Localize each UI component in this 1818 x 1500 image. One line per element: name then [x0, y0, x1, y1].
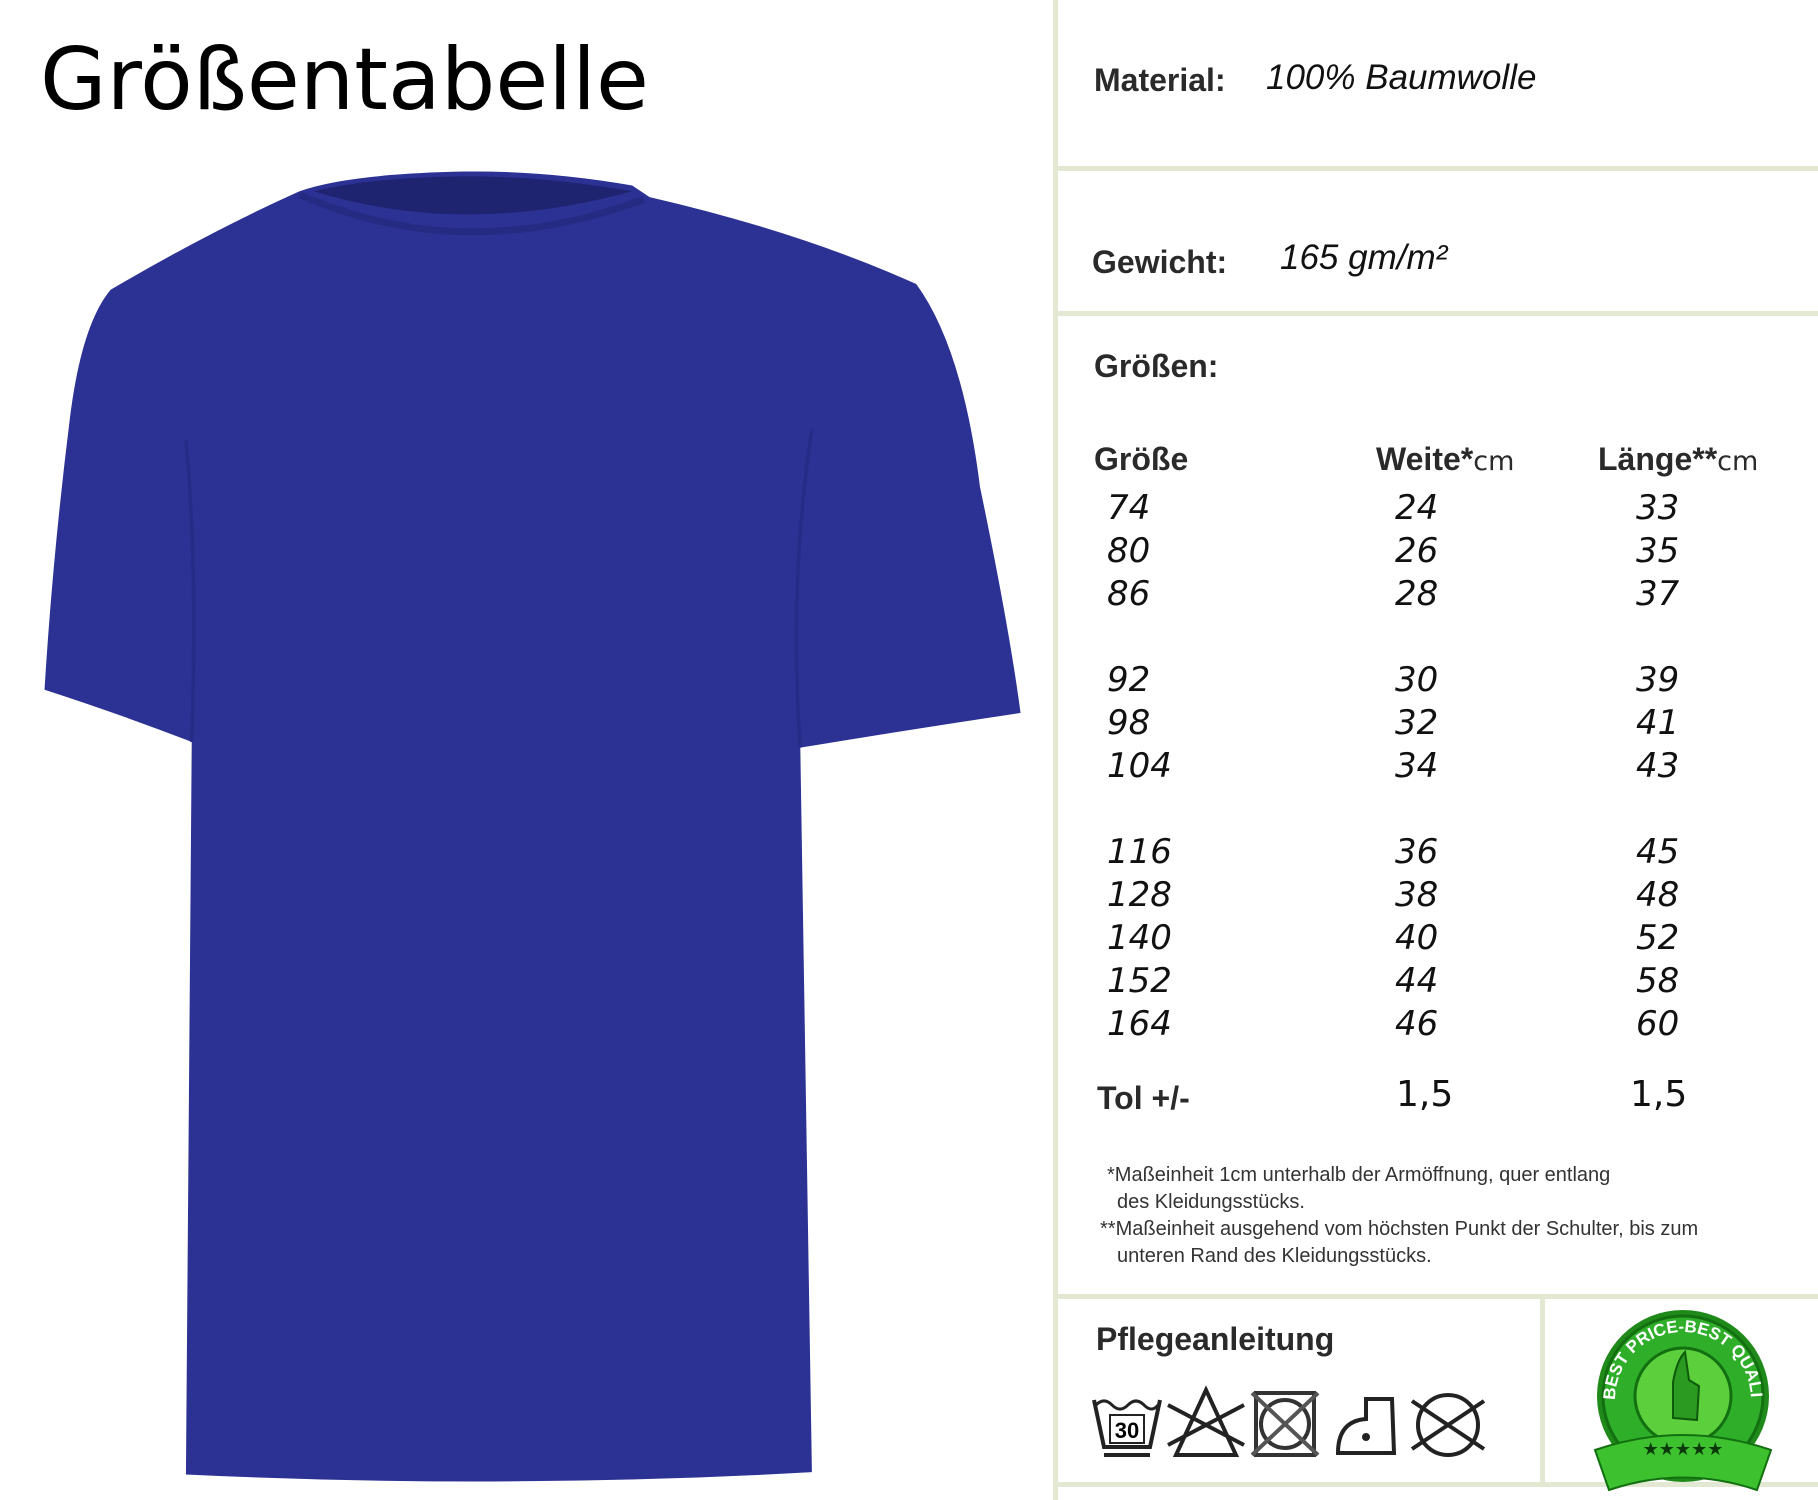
- footnote: des Kleidungsstücks.: [1117, 1191, 1305, 1213]
- cell-length: 48: [1636, 875, 1680, 915]
- sizes-label: Größen:: [1094, 348, 1219, 384]
- header-size: Größe: [1094, 441, 1188, 478]
- weight-value: 165 gm/m²: [1280, 238, 1448, 277]
- material-label: Material:: [1094, 62, 1226, 98]
- cell-width: 34: [1395, 746, 1439, 786]
- divider: [1058, 1294, 1818, 1299]
- cell-size: 80: [1107, 531, 1151, 571]
- cell-width: 44: [1395, 961, 1439, 1001]
- weight-label: Gewicht:: [1092, 244, 1228, 280]
- tolerance-width: 1,5: [1396, 1074, 1454, 1115]
- no-tumble-dry-icon: [1250, 1391, 1320, 1457]
- tolerance-length: 1,5: [1630, 1074, 1688, 1115]
- header-label: Länge**: [1598, 441, 1718, 477]
- cell-length: 58: [1636, 961, 1680, 1001]
- cell-size: 92: [1107, 660, 1151, 700]
- cell-width: 46: [1395, 1004, 1439, 1044]
- best-quality-badge: BEST PRICE-BEST QUALITY ★★★★★: [1585, 1300, 1773, 1492]
- cell-size: 128: [1107, 875, 1172, 915]
- care-icons: 30: [1092, 1385, 1486, 1457]
- footnote: **Maßeinheit ausgehend vom höchsten Punk…: [1100, 1218, 1699, 1240]
- cell-length: 41: [1636, 703, 1680, 743]
- divider: [1058, 1482, 1818, 1487]
- header-label: Weite*: [1376, 441, 1474, 477]
- cell-width: 36: [1395, 832, 1439, 872]
- cell-width: 32: [1395, 703, 1439, 743]
- cell-width: 40: [1395, 918, 1439, 958]
- no-dry-clean-icon: [1410, 1393, 1486, 1457]
- tolerance-label: Tol +/-: [1097, 1080, 1190, 1116]
- footnote: *Maßeinheit 1cm unterhalb der Armöffnung…: [1107, 1164, 1611, 1186]
- cell-length: 45: [1636, 832, 1680, 872]
- cell-length: 37: [1636, 574, 1680, 614]
- header-label: Größe: [1094, 441, 1189, 477]
- cell-length: 33: [1636, 488, 1680, 528]
- wash-30-icon: 30: [1092, 1399, 1162, 1457]
- divider: [1058, 166, 1818, 171]
- divider: [1058, 311, 1818, 316]
- page-title: Größentabelle: [40, 30, 649, 130]
- cell-width: 26: [1395, 531, 1439, 571]
- cell-size: 152: [1107, 961, 1172, 1001]
- cell-size: 140: [1107, 918, 1172, 958]
- no-bleach-icon: [1167, 1385, 1245, 1457]
- care-title: Pflegeanleitung: [1096, 1321, 1335, 1357]
- cell-size: 104: [1107, 746, 1172, 786]
- vertical-divider: [1540, 1299, 1545, 1482]
- cell-width: 24: [1395, 488, 1439, 528]
- tshirt-body: [44, 171, 1021, 1482]
- header-unit: cm: [1473, 446, 1515, 477]
- cell-length: 35: [1636, 531, 1680, 571]
- material-value: 100% Baumwolle: [1266, 58, 1537, 97]
- tshirt-image: [44, 171, 1021, 1482]
- vertical-divider: [1053, 0, 1058, 1500]
- cell-size: 116: [1107, 832, 1172, 872]
- cell-width: 28: [1395, 574, 1439, 614]
- svg-text:30: 30: [1115, 1418, 1139, 1443]
- cell-length: 52: [1636, 918, 1680, 958]
- header-unit: cm: [1717, 446, 1759, 477]
- cell-width: 30: [1395, 660, 1439, 700]
- cell-length: 43: [1636, 746, 1680, 786]
- cell-size: 98: [1107, 703, 1151, 743]
- cell-width: 38: [1395, 875, 1439, 915]
- cell-length: 39: [1636, 660, 1680, 700]
- cell-size: 74: [1107, 488, 1151, 528]
- cell-length: 60: [1636, 1004, 1680, 1044]
- header-width: Weite*cm: [1376, 441, 1514, 478]
- svg-text:★★★★★: ★★★★★: [1643, 1439, 1724, 1459]
- header-length: Länge**cm: [1598, 441, 1758, 478]
- iron-low-icon: [1335, 1397, 1397, 1455]
- footnote: unteren Rand des Kleidungsstücks.: [1117, 1245, 1432, 1267]
- cell-size: 86: [1107, 574, 1151, 614]
- cell-size: 164: [1107, 1004, 1172, 1044]
